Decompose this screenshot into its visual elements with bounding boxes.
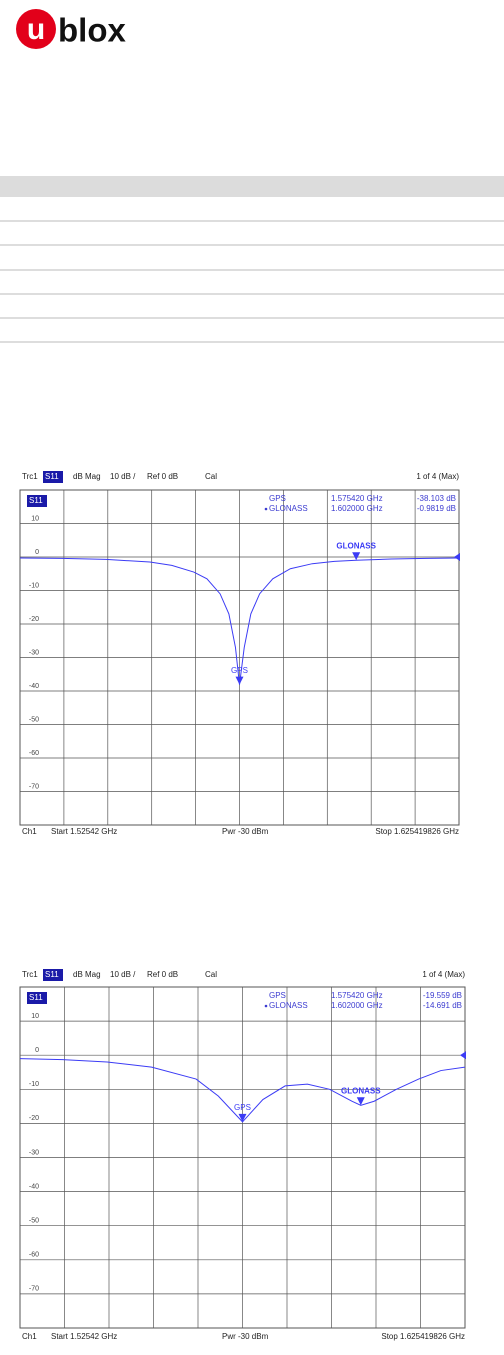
y-tick-label: -30 [29,649,39,656]
footer-item: Stop 1.625419826 GHz [381,1332,465,1341]
header-item: Ref 0 dB [147,472,178,481]
y-tick-label: -10 [29,1081,39,1088]
footer-item: Start 1.52542 GHz [51,827,117,836]
marker-label: GLONASS [336,541,376,550]
logo-mark: u [27,13,45,46]
header-item: 10 dB / [110,970,136,979]
marker-label: GPS [231,666,248,675]
ref-level-marker [454,553,460,561]
marker-readout-value: -19.559 dB [423,991,462,1000]
marker-readout-x: 1.602000 GHz [331,504,383,513]
marker-readout-x: 1.575420 GHz [331,991,383,1000]
trace-label: S11 [29,993,43,1002]
header-item: Trc1 [22,970,38,979]
header-item: Cal [205,970,217,979]
trace-label: S11 [29,496,43,505]
marker-readout-value: -38.103 dB [417,494,456,503]
y-tick-label: -20 [29,616,39,623]
active-marker-dot [264,1004,268,1008]
marker-readout-name: GPS [269,494,286,503]
trace-line [19,557,460,685]
y-tick-label: 10 [31,515,39,522]
header-item: dB Mag [73,970,101,979]
footer-item: Pwr -30 dBm [222,1332,269,1341]
y-tick-label: -60 [29,750,39,757]
marker-label: GPS [234,1103,251,1112]
y-tick-label: 0 [35,549,39,556]
footer-item: Ch1 [22,1332,37,1341]
footer-item: Ch1 [22,827,37,836]
footer-item: Start 1.52542 GHz [51,1332,117,1341]
marker [235,676,244,685]
trace-label-bg [27,495,47,507]
header-item: dB Mag [73,472,101,481]
header-item: Ref 0 dB [147,970,178,979]
y-tick-label: -70 [29,1286,39,1293]
table-header [0,176,504,197]
marker-readout-value: -0.9819 dB [417,504,456,513]
marker-readout-name: GLONASS [269,1001,308,1010]
y-tick-label: -50 [29,716,39,723]
logo: u blox [16,9,126,49]
trace-highlight [43,471,63,483]
y-tick-label: -70 [29,783,39,790]
y-tick-label: -10 [29,582,39,589]
footer-item: Stop 1.625419826 GHz [375,827,459,836]
status: 1 of 4 (Max) [416,472,459,481]
marker [356,1097,365,1106]
logo-circle [16,9,56,49]
marker [238,1113,247,1122]
trace-line [19,1058,466,1123]
marker-readout-name: GPS [269,991,286,1000]
y-tick-label: 0 [35,1047,39,1054]
trace-highlight [43,969,63,981]
y-tick-label: -30 [29,1149,39,1156]
marker-readout-name: GLONASS [269,504,308,513]
y-tick-label: -60 [29,1252,39,1259]
marker-readout-value: -14.691 dB [423,1001,462,1010]
y-tick-label: -50 [29,1218,39,1225]
header-item: 10 dB / [110,472,136,481]
chart: Trc1 S11 dB Mag 10 dB / Ref 0 dB Cal 1 of 4 (M… [19,471,460,836]
marker-label: GLONASS [341,1086,381,1095]
y-tick-label: -40 [29,683,39,690]
marker [352,552,361,561]
marker-readout-x: 1.575420 GHz [331,494,383,503]
y-tick-label: -40 [29,1183,39,1190]
y-tick-label: 10 [31,1013,39,1020]
marker-readout-x: 1.602000 GHz [331,1001,383,1010]
chart: Trc1 S11 dB Mag 10 dB / Ref 0 dB Cal 1 of 4 (M… [19,969,466,1341]
y-tick-label: -20 [29,1115,39,1122]
active-marker-dot [264,507,268,511]
header-item: S11 [45,970,59,979]
table [0,176,504,343]
ref-level-marker [460,1051,466,1060]
header-item: Trc1 [22,472,38,481]
header-item: Cal [205,472,217,481]
header-item: S11 [45,472,59,481]
footer-item: Pwr -30 dBm [222,827,269,836]
logo-text: blox [58,12,126,49]
trace-label-bg [27,992,47,1004]
status: 1 of 4 (Max) [422,970,465,979]
